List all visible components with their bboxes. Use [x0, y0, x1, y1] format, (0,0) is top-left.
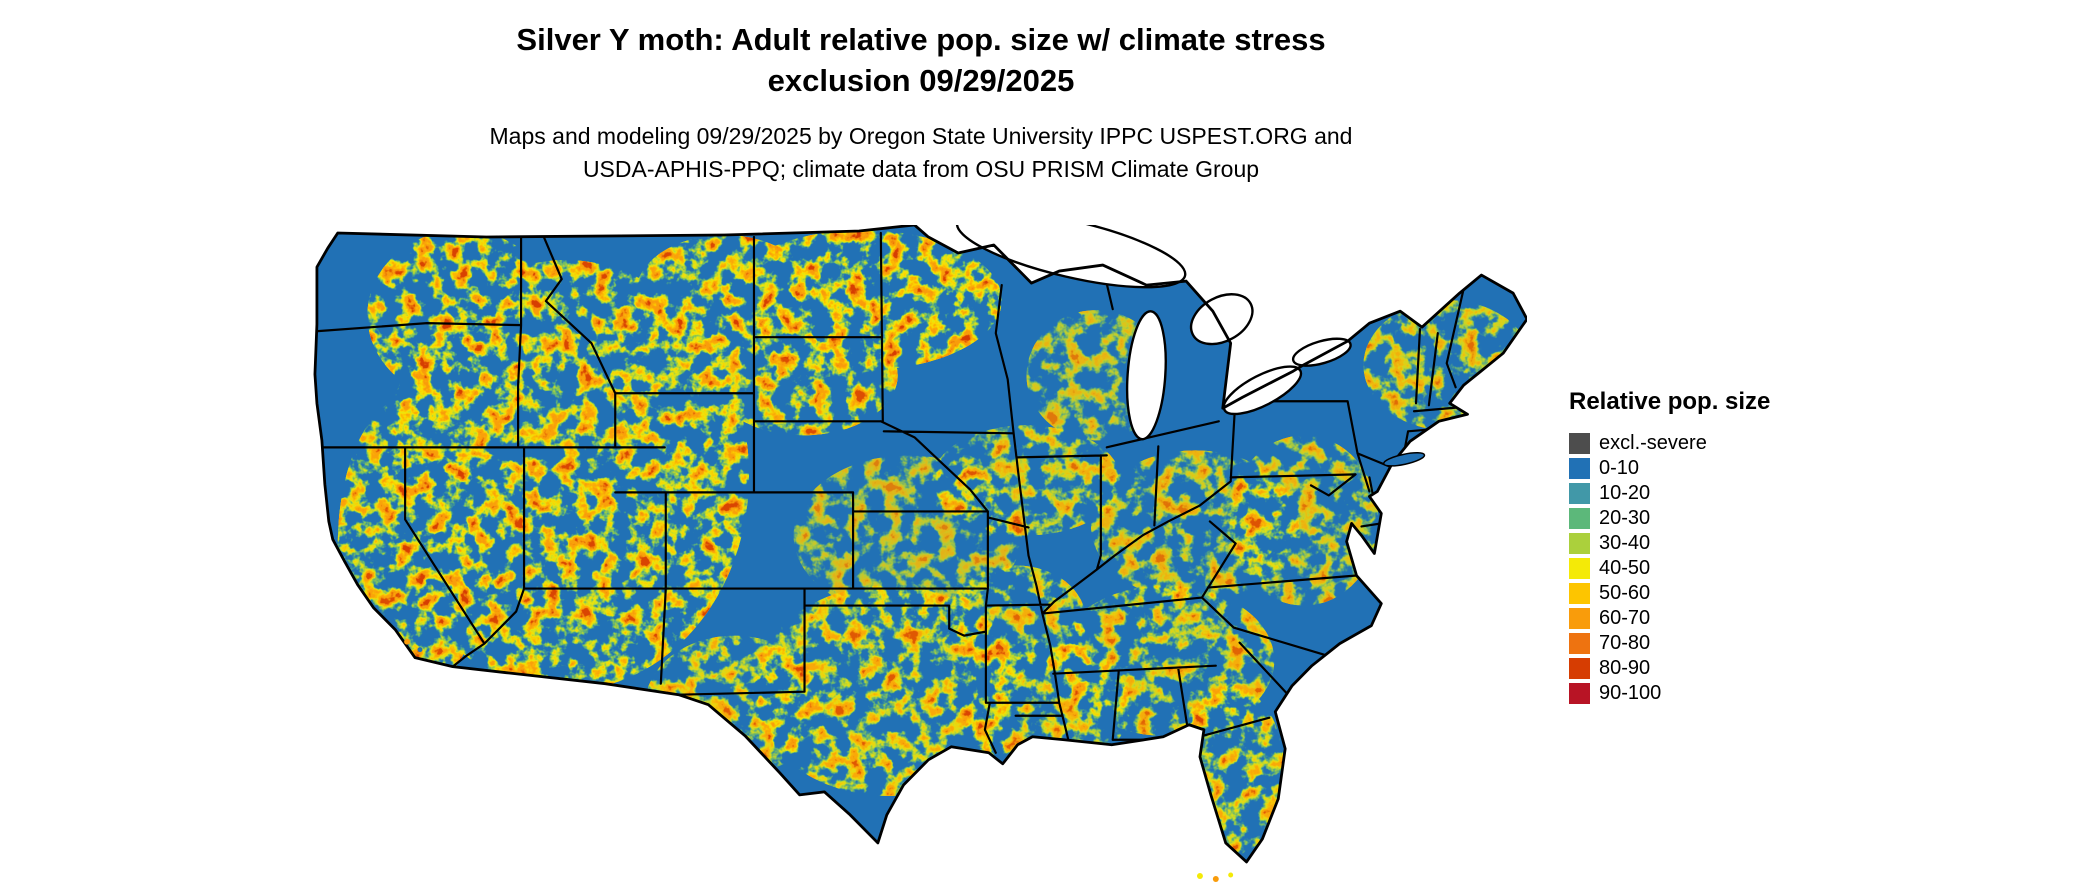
us-map-svg	[313, 225, 1527, 882]
legend-swatch	[1569, 633, 1590, 654]
legend-label: 80-90	[1599, 657, 1651, 679]
channel-island	[417, 647, 423, 653]
legend-label: 10-20	[1599, 482, 1651, 504]
legend-label: 30-40	[1599, 532, 1651, 554]
map-title-line1: Silver Y moth: Adult relative pop. size …	[516, 22, 1326, 57]
great-lakes	[955, 225, 1352, 441]
legend-swatch	[1569, 583, 1590, 604]
legend-swatch	[1569, 558, 1590, 579]
legend: Relative pop. size excl.-severe 0-10 10-20…	[1569, 388, 1770, 706]
islands	[404, 452, 1426, 882]
lake-michigan	[1125, 310, 1167, 441]
legend-row: 0-10	[1569, 456, 1770, 481]
map-title: Silver Y moth: Adult relative pop. size …	[0, 20, 1842, 102]
legend-swatch	[1569, 433, 1590, 454]
legend-label: 90-100	[1599, 682, 1662, 704]
long-island	[1382, 452, 1426, 467]
lake-superior	[955, 225, 1187, 289]
legend-label: 40-50	[1599, 557, 1651, 579]
legend-swatch	[1569, 508, 1590, 529]
map-subtitle: Maps and modeling 09/29/2025 by Oregon S…	[0, 120, 1842, 187]
legend-label: 60-70	[1599, 607, 1651, 629]
legend-swatch	[1569, 658, 1590, 679]
legend-row: 90-100	[1569, 681, 1770, 706]
legend-row: 80-90	[1569, 656, 1770, 681]
florida-key	[1196, 872, 1203, 879]
legend-label: 0-10	[1599, 457, 1640, 479]
legend-row: 20-30	[1569, 506, 1770, 531]
legend-row: 40-50	[1569, 556, 1770, 581]
map-subtitle-line1: Maps and modeling 09/29/2025 by Oregon S…	[489, 122, 1353, 149]
legend-swatch	[1569, 483, 1590, 504]
legend-swatch	[1569, 458, 1590, 479]
legend-swatch	[1569, 533, 1590, 554]
florida-key	[1212, 875, 1219, 882]
legend-entries: excl.-severe 0-10 10-20 20-30 30-40 40-50 50-6…	[1569, 431, 1770, 706]
legend-label: 50-60	[1599, 582, 1651, 604]
legend-swatch	[1569, 683, 1590, 704]
florida-key	[1228, 872, 1234, 878]
legend-label: 70-80	[1599, 632, 1651, 654]
map-subtitle-line2: USDA-APHIS-PPQ; climate data from OSU PR…	[582, 156, 1260, 183]
legend-label: 20-30	[1599, 507, 1651, 529]
title-block: Silver Y moth: Adult relative pop. size …	[0, 20, 1842, 187]
legend-row: 10-20	[1569, 481, 1770, 506]
legend-label: excl.-severe	[1599, 432, 1707, 454]
legend-row: 30-40	[1569, 531, 1770, 556]
channel-island	[404, 638, 411, 645]
legend-row: excl.-severe	[1569, 431, 1770, 456]
legend-row: 60-70	[1569, 606, 1770, 631]
legend-row: 50-60	[1569, 581, 1770, 606]
legend-swatch	[1569, 608, 1590, 629]
lake-huron	[1189, 293, 1254, 346]
map-title-line2: exclusion 09/29/2025	[767, 62, 1075, 98]
us-map	[308, 225, 1527, 886]
legend-title: Relative pop. size	[1569, 388, 1771, 415]
lake-ontario	[1291, 337, 1352, 367]
legend-row: 70-80	[1569, 631, 1770, 656]
